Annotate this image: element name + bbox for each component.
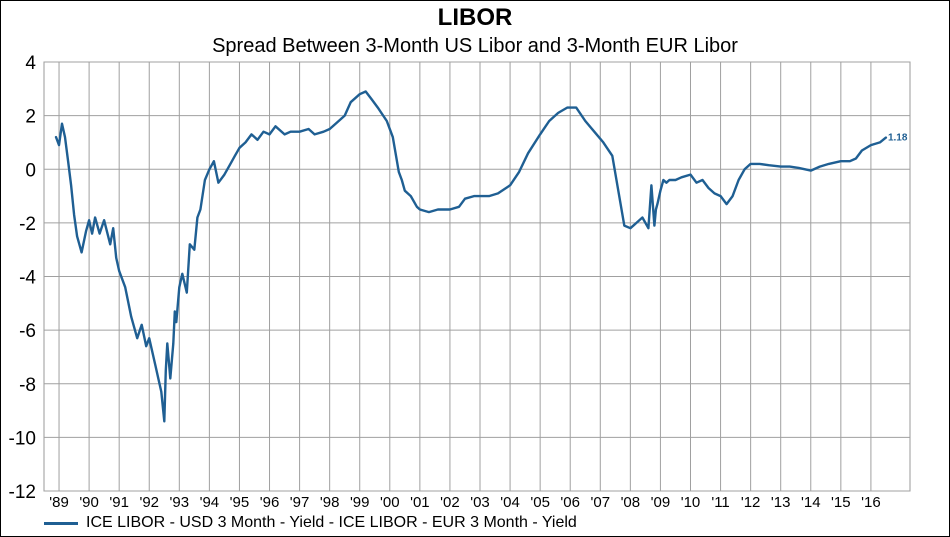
x-tick-label: '94 [200, 494, 220, 511]
x-tick-label: '00 [380, 494, 400, 511]
last-value-label: 1.18 [888, 133, 908, 144]
x-tick-label: '09 [651, 494, 671, 511]
x-tick-label: '90 [79, 494, 99, 511]
x-tick-label: '03 [470, 494, 490, 511]
y-tick-label: -10 [9, 428, 36, 449]
x-tick-label: '12 [741, 494, 761, 511]
x-tick-label: '89 [49, 494, 69, 511]
legend-swatch [44, 521, 78, 525]
x-tick-label: '02 [440, 494, 460, 511]
y-tick-label: -2 [19, 214, 36, 235]
x-tick-label: '97 [290, 494, 310, 511]
x-tick-label: '95 [230, 494, 250, 511]
y-tick-label: 4 [25, 53, 36, 74]
x-tick-label: '92 [139, 494, 159, 511]
y-tick-label: 0 [25, 160, 36, 181]
x-tick-label: '04 [500, 494, 520, 511]
legend: ICE LIBOR - USD 3 Month - Yield - ICE LI… [44, 514, 577, 532]
x-tick-label: '05 [530, 494, 550, 511]
x-tick-label: '07 [591, 494, 611, 511]
x-tick-label: '91 [109, 494, 129, 511]
chart-subtitle: Spread Between 3-Month US Libor and 3-Mo… [212, 35, 738, 57]
x-tick-label: '06 [560, 494, 580, 511]
x-tick-label: '08 [621, 494, 641, 511]
x-tick-label: '01 [410, 494, 430, 511]
x-tick-label: '93 [170, 494, 190, 511]
y-tick-label: -6 [19, 321, 36, 342]
x-tick-label: '99 [350, 494, 370, 511]
series-line [54, 90, 888, 423]
y-tick-label: 2 [25, 107, 36, 128]
y-tick-label: -8 [19, 375, 36, 396]
x-tick-label: '96 [260, 494, 280, 511]
y-tick-label: -4 [19, 268, 36, 289]
x-tick-label: '14 [801, 494, 821, 511]
x-tick-label: '13 [771, 494, 791, 511]
legend-label: ICE LIBOR - USD 3 Month - Yield - ICE LI… [86, 514, 577, 531]
x-tick-label: '15 [831, 494, 851, 511]
x-tick-label: '10 [681, 494, 701, 511]
x-tick-label: '16 [861, 494, 881, 511]
x-tick-label: '98 [320, 494, 340, 511]
chart-title: LIBOR [437, 4, 513, 31]
x-tick-label: '11 [711, 494, 729, 511]
y-tick-label: -12 [9, 482, 36, 503]
